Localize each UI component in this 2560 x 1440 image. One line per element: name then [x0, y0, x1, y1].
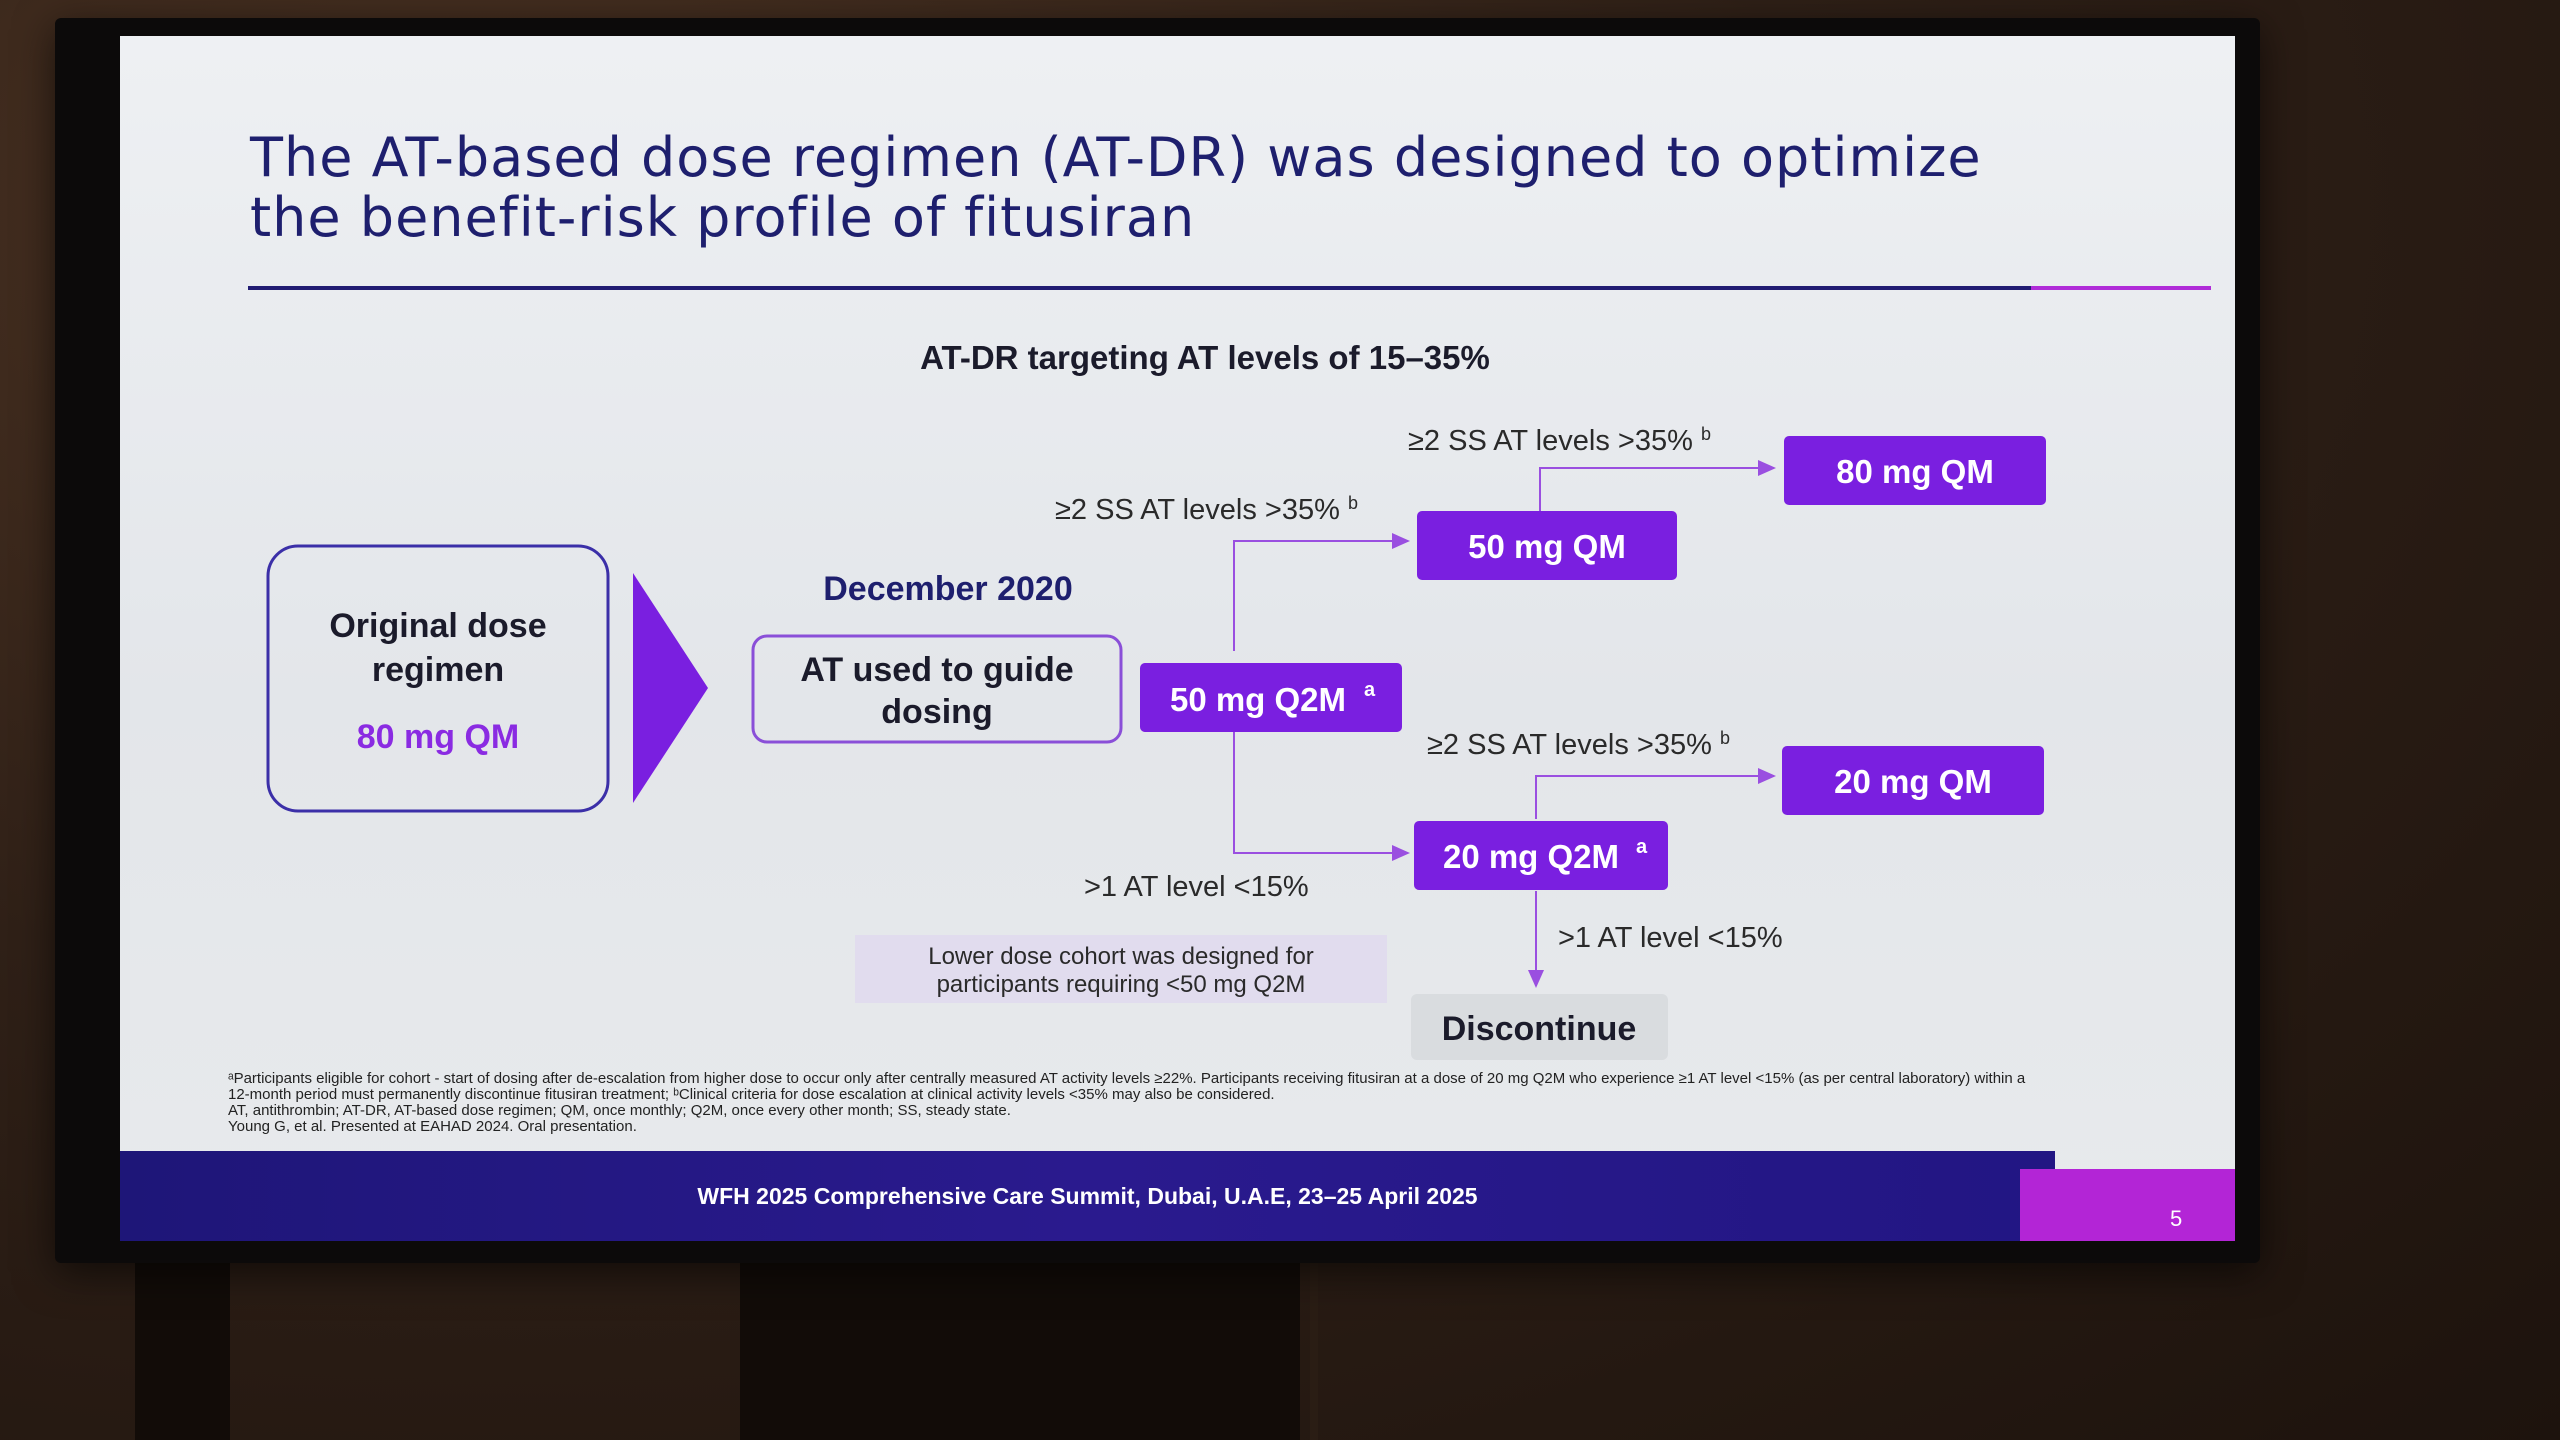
flow-connectors [1233, 460, 1776, 988]
dose-80qm-label: 80 mg QM [1836, 453, 1994, 490]
at-guide-box [751, 634, 1123, 744]
monitor-bezel: The AT-based dose regimen (AT-DR) was de… [55, 18, 2260, 1263]
title-rule [248, 286, 2031, 290]
lower-dose-note-line-2: participants requiring <50 mg Q2M [937, 971, 1306, 998]
title-rule-accent [2031, 286, 2211, 290]
condition-escalate-80qm-sup: b [1701, 424, 1711, 444]
dose-20q2m-label: 20 mg Q2M [1443, 838, 1619, 875]
dose-box-80qm [1784, 436, 2046, 505]
dose-20qm-label: 20 mg QM [1834, 763, 1992, 800]
condition-deescalate: >1 AT level <15% [1084, 871, 1309, 903]
connector-to-20q2m [1233, 726, 1410, 861]
connector-to-80qm [1539, 460, 1776, 511]
original-regimen-box [266, 544, 610, 813]
dose-box-50qm [1417, 511, 1677, 580]
connector-to-50qm [1233, 533, 1410, 651]
monitor-stand-left [135, 1250, 230, 1440]
monitor-stand-center [740, 1250, 1300, 1440]
diagram-subtitle: AT-DR targeting AT levels of 15–35% [920, 339, 1490, 376]
condition-escalate-20qm: ≥2 SS AT levels >35% [1427, 729, 1712, 761]
lower-dose-note-box [855, 935, 1387, 1003]
page-number: 5 [2170, 1206, 2183, 1231]
date-label: December 2020 [823, 570, 1073, 608]
original-dose: 80 mg QM [357, 718, 519, 756]
dose-box-20qm [1782, 746, 2044, 815]
condition-discontinue: >1 AT level <15% [1558, 922, 1783, 954]
condition-escalate-50qm: ≥2 SS AT levels >35% [1055, 494, 1340, 526]
footnote-line: Young G, et al. Presented at EAHAD 2024.… [228, 1118, 637, 1135]
at-guide-label-2: dosing [881, 693, 992, 731]
condition-escalate-80qm: ≥2 SS AT levels >35% [1408, 425, 1693, 457]
dose-box-50q2m [1140, 663, 1402, 732]
footnote-line: 12-month period must permanently discont… [228, 1086, 1275, 1103]
at-guide-label-1: AT used to guide [800, 651, 1073, 689]
page-number-band [2020, 1169, 2235, 1241]
condition-escalate-20qm-sup: b [1720, 728, 1730, 748]
original-regimen-label-1: Original dose [329, 607, 546, 645]
slide-title: The AT-based dose regimen (AT-DR) was de… [250, 126, 1982, 249]
lower-dose-note-line-1: Lower dose cohort was designed for [928, 943, 1314, 970]
footnote-line: AT, antithrombin; AT-DR, AT-based dose r… [228, 1102, 1011, 1119]
dose-20q2m-sup: a [1636, 836, 1648, 858]
footnote-line: ᵃParticipants eligible for cohort - star… [228, 1070, 2026, 1087]
dose-50q2m-label: 50 mg Q2M [1170, 681, 1346, 718]
discontinue-box [1411, 994, 1668, 1060]
original-regimen-label-2: regimen [372, 651, 504, 689]
discontinue-label: Discontinue [1442, 1010, 1637, 1048]
wall-shadow [1310, 1260, 1318, 1440]
footer-band [120, 1151, 2055, 1241]
footnotes: ᵃParticipants eligible for cohort - star… [228, 1071, 2188, 1135]
dose-50qm-label: 50 mg QM [1468, 528, 1626, 565]
dosing-flow-diagram: AT-DR targeting AT levels of 15–35% Orig… [266, 339, 2046, 1060]
footer-text: WFH 2025 Comprehensive Care Summit, Duba… [697, 1183, 1478, 1209]
slide-screen: The AT-based dose regimen (AT-DR) was de… [120, 36, 2235, 1241]
transition-arrow [633, 573, 708, 803]
dose-50q2m-sup: a [1364, 679, 1376, 701]
connector-to-20qm [1535, 768, 1776, 819]
condition-escalate-50qm-sup: b [1348, 493, 1358, 513]
dose-box-20q2m [1414, 821, 1668, 890]
